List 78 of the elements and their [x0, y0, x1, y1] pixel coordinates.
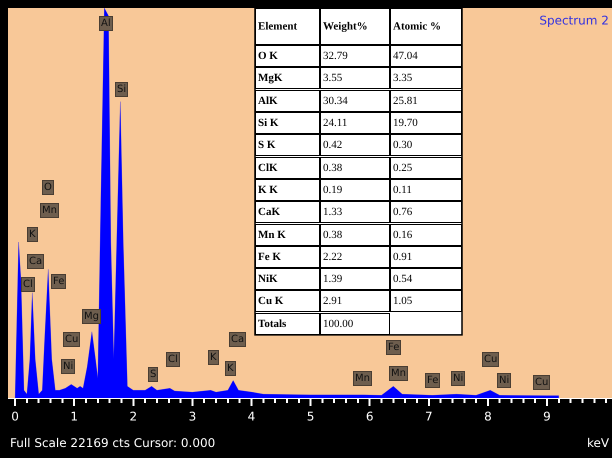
annotation: 19.70 — [393, 117, 418, 130]
annotation: Si — [117, 84, 126, 95]
annotation: Mn — [355, 373, 370, 384]
x-tick-label: 7 — [424, 409, 433, 424]
annotation: O K — [258, 50, 278, 62]
annotation: S K — [258, 139, 276, 152]
annotation: 3.35 — [393, 72, 413, 84]
annotation: 0.30 — [393, 139, 413, 152]
annotation: Fe K — [258, 251, 282, 264]
annotation: 0.76 — [393, 206, 413, 218]
annotation: Fe — [427, 375, 438, 386]
annotation: Ni — [499, 375, 510, 386]
annotation: Mn K — [258, 229, 286, 242]
annotation: 0.19 — [323, 184, 343, 196]
annotation: Mn — [391, 368, 406, 379]
annotation: Al — [101, 18, 111, 29]
annotation: 30.34 — [323, 95, 348, 108]
annotation: 25.81 — [393, 95, 418, 108]
annotation: Ca — [29, 256, 42, 267]
annotation: 1.39 — [323, 273, 343, 286]
annotation: 47.04 — [393, 50, 418, 62]
annotation: 3.55 — [323, 72, 343, 84]
annotation: Cu — [65, 334, 78, 345]
annotation: Fe — [53, 276, 64, 287]
annotation: Cl — [168, 354, 178, 365]
x-tick-label: 8 — [484, 409, 492, 424]
annotation: 2.91 — [323, 295, 342, 308]
x-tick-label: 6 — [366, 409, 374, 424]
annotation: 0.54 — [393, 273, 413, 286]
annotation: Mn — [42, 205, 57, 216]
x-tick-label: 2 — [129, 409, 138, 424]
annotation: Si K — [258, 117, 279, 130]
annotation: Weight% — [323, 20, 368, 32]
annotation: CaK — [258, 206, 280, 218]
annotation: Mg — [84, 311, 99, 322]
x-tick-label: 9 — [543, 409, 551, 424]
annotation: 0.38 — [323, 162, 343, 174]
annotation: 0.11 — [393, 184, 412, 196]
annotation: Cl — [23, 279, 33, 290]
annotation: Totals — [258, 318, 288, 330]
text: Full Scale 22169 cts Cursor: 0.000 — [10, 436, 216, 450]
annotation: Element — [258, 20, 298, 32]
annotation: K — [210, 352, 217, 363]
annotation: Fe — [388, 342, 400, 353]
annotation: Cu — [484, 354, 498, 365]
annotation: 0.38 — [323, 229, 343, 242]
text: Spectrum 2 — [539, 13, 609, 28]
annotation: K — [29, 229, 36, 240]
annotation: O — [44, 182, 52, 193]
annotation: Ni — [453, 373, 464, 384]
annotation: 1.05 — [393, 295, 413, 308]
annotation: Ca — [231, 334, 244, 345]
annotation: AlK — [258, 95, 278, 108]
x-tick-label: 1 — [70, 409, 78, 424]
annotation: K K — [258, 184, 278, 196]
x-tick-label: 5 — [306, 409, 314, 424]
annotation: Ni — [63, 361, 74, 372]
x-axis-title: keV — [587, 436, 610, 450]
annotation: S — [150, 369, 156, 380]
annotation: 32.79 — [323, 50, 348, 62]
annotation: NiK — [258, 273, 278, 286]
annotation: 0.16 — [393, 229, 413, 242]
annotation: K — [227, 363, 234, 374]
x-tick-label: 4 — [248, 409, 256, 424]
annotation: 1.33 — [323, 206, 343, 218]
annotation: ClK — [258, 162, 278, 174]
annotation: 0.25 — [393, 162, 413, 174]
annotation: Cu K — [258, 295, 284, 308]
annotation: 100.00 — [323, 318, 354, 330]
annotation: 0.91 — [393, 251, 412, 264]
annotation: Cu — [535, 377, 548, 388]
annotation: 2.22 — [323, 251, 342, 264]
annotation: 0.42 — [323, 139, 342, 152]
x-tick-label: 0 — [11, 409, 19, 424]
annotation: 24.11 — [323, 117, 348, 130]
annotation: MgK — [258, 72, 283, 84]
x-tick-label: 3 — [188, 409, 196, 424]
annotation: Atomic % — [393, 20, 441, 32]
